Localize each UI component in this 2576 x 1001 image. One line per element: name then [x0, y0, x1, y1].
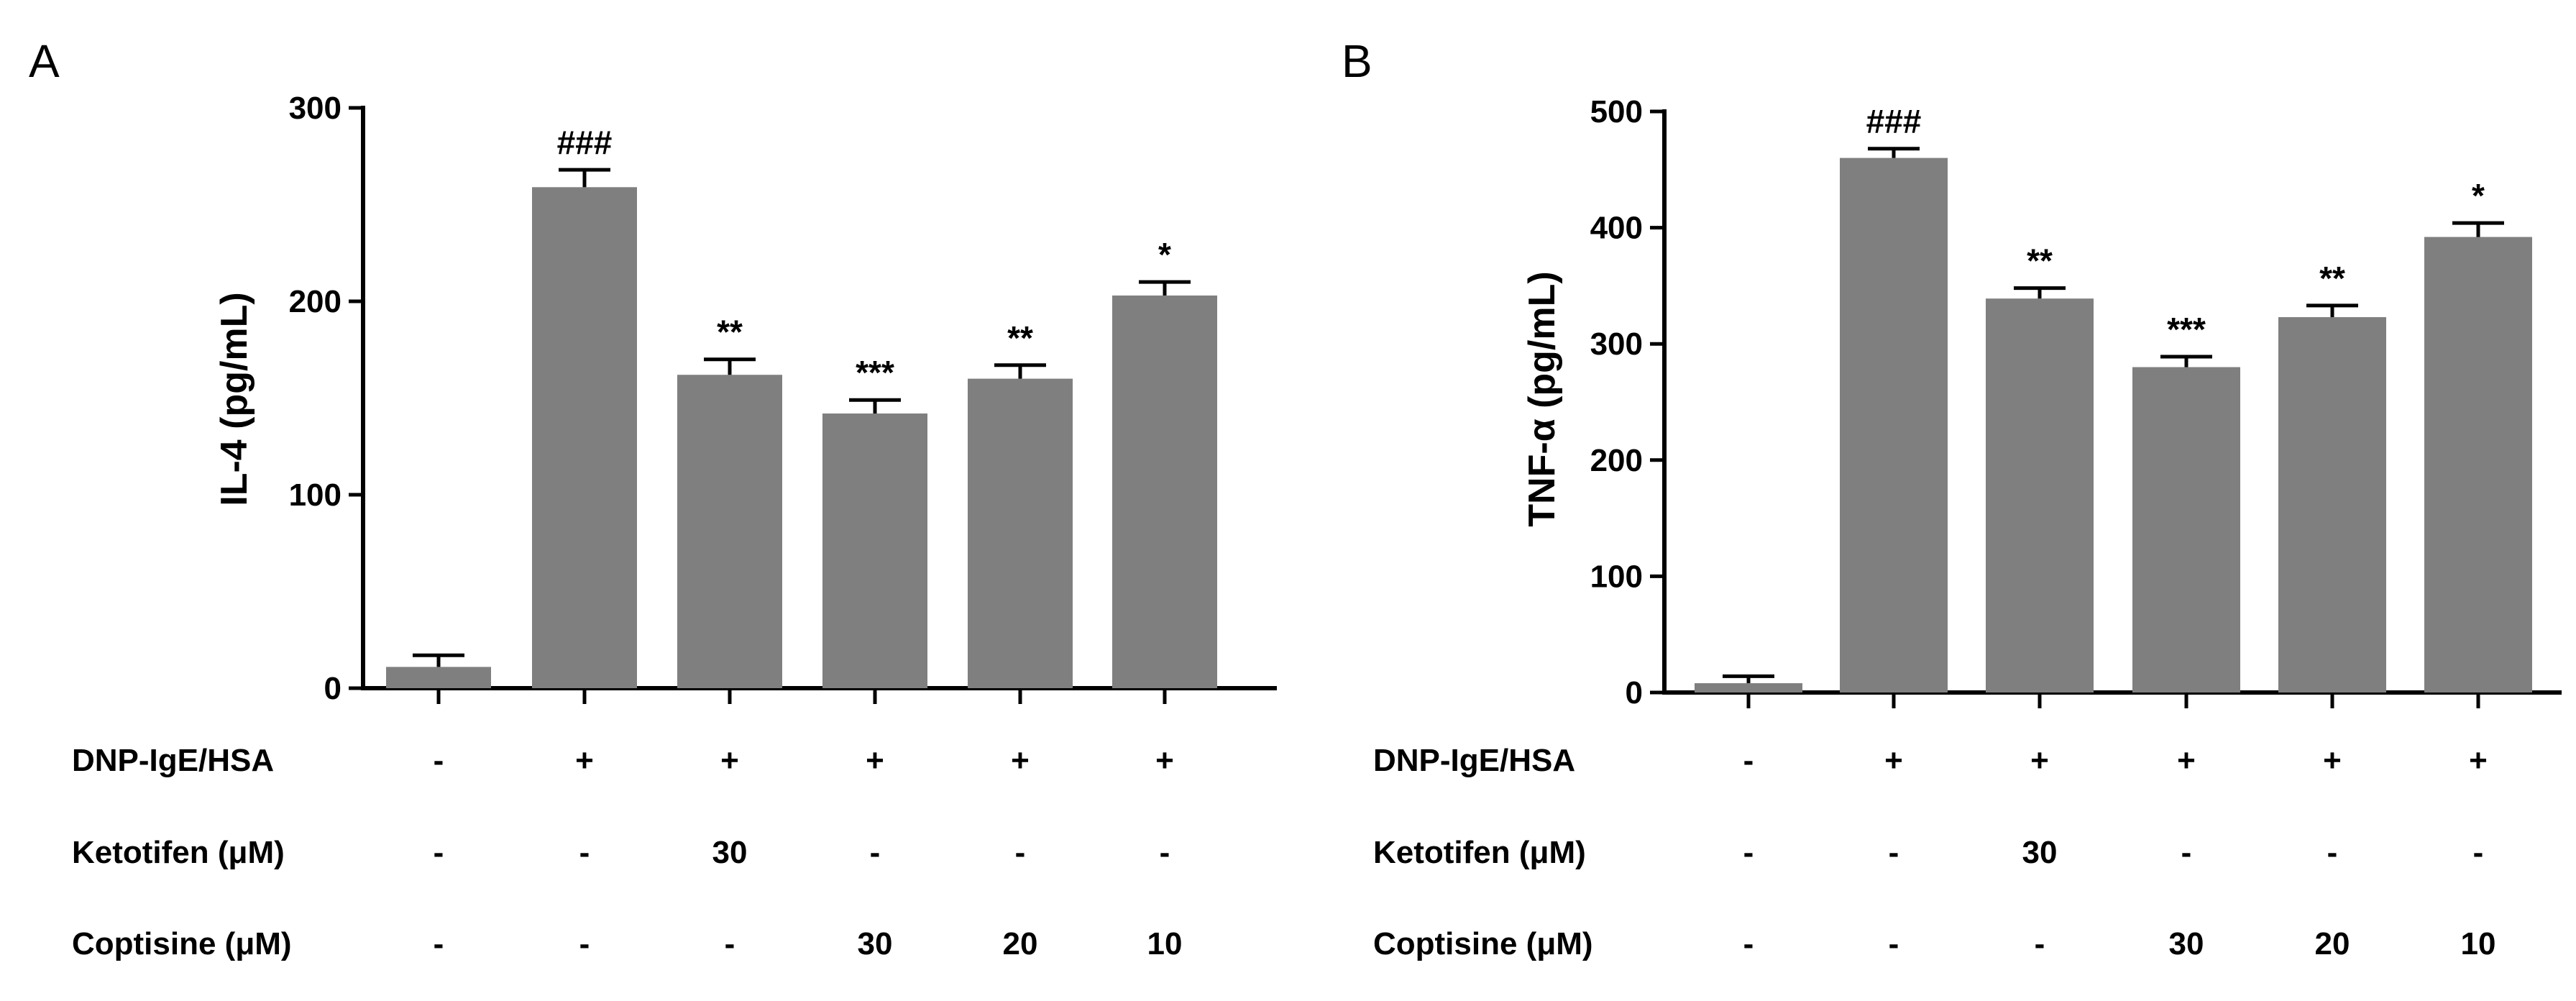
bar — [2278, 317, 2386, 693]
y-tick-label: 200 — [1590, 443, 1643, 478]
treatment-cell: 10 — [2461, 926, 2496, 961]
treatment-cell: 10 — [1147, 926, 1183, 961]
y-tick-label: 0 — [1626, 675, 1643, 710]
treatment-row-label: Coptisine (μM) — [1373, 926, 1593, 961]
bar — [1695, 683, 1802, 693]
panel-letter-b: B — [1342, 35, 1372, 87]
bar — [2424, 237, 2532, 693]
significance-label: ### — [1866, 103, 1922, 140]
treatment-cell: + — [2469, 743, 2488, 778]
bar — [968, 378, 1073, 688]
significance-label: *** — [856, 354, 894, 391]
y-axis-label-a: IL-4 (pg/mL) — [214, 292, 255, 506]
treatment-cell: - — [2181, 835, 2192, 870]
y-tick-label: 100 — [1590, 559, 1643, 594]
treatment-cell: 30 — [2022, 835, 2058, 870]
bar — [1840, 157, 1948, 693]
significance-label: *** — [2167, 311, 2206, 348]
treatment-cell: + — [2323, 743, 2342, 778]
panel-a: A IL-4 (pg/mL) 0100200300###********DNP-… — [29, 35, 1277, 961]
treatment-cell: 30 — [2169, 926, 2204, 961]
treatment-cell: + — [575, 743, 594, 778]
y-tick-label: 300 — [1590, 326, 1643, 362]
bar — [822, 413, 927, 688]
treatment-cell: + — [1155, 743, 1174, 778]
bar — [677, 375, 782, 688]
treatment-cell: 30 — [712, 835, 748, 870]
bar — [1986, 298, 2094, 693]
treatment-row-label: Ketotifen (μM) — [72, 835, 285, 870]
significance-label: * — [2472, 177, 2485, 214]
treatment-cell: - — [1743, 743, 1754, 778]
treatment-row-label: Coptisine (μM) — [72, 926, 292, 961]
bar — [1112, 295, 1217, 688]
treatment-cell: - — [434, 835, 444, 870]
y-tick-label: 300 — [289, 91, 342, 126]
treatment-cell: 30 — [858, 926, 893, 961]
treatment-cell: + — [2177, 743, 2196, 778]
y-tick-label: 500 — [1590, 94, 1643, 129]
y-tick-label: 0 — [324, 671, 342, 706]
bar — [386, 667, 491, 688]
treatment-cell: - — [1160, 835, 1170, 870]
treatment-cell: - — [2327, 835, 2338, 870]
treatment-cell: - — [870, 835, 881, 870]
y-tick-label: 400 — [1590, 211, 1643, 246]
treatment-cell: - — [579, 835, 590, 870]
panel-letter-a: A — [29, 35, 60, 87]
significance-label: ** — [1007, 319, 1033, 357]
treatment-cell: - — [1889, 835, 1899, 870]
y-axis-label-b: TNF-α (pg/mL) — [1521, 271, 1563, 526]
bar — [532, 187, 637, 688]
treatment-cell: + — [1884, 743, 1903, 778]
treatment-cell: + — [720, 743, 739, 778]
treatment-cell: - — [1743, 835, 1754, 870]
significance-label: ** — [2027, 242, 2053, 280]
treatment-cell: - — [1743, 926, 1754, 961]
bar — [2132, 367, 2240, 693]
treatment-cell: + — [866, 743, 884, 778]
treatment-cell: 20 — [1003, 926, 1038, 961]
treatment-row-label: Ketotifen (μM) — [1373, 835, 1586, 870]
treatment-cell: - — [579, 926, 590, 961]
treatment-cell: + — [2030, 743, 2049, 778]
treatment-row-label: DNP-IgE/HSA — [1373, 743, 1575, 778]
treatment-cell: - — [725, 926, 735, 961]
significance-label: ** — [2319, 260, 2345, 297]
y-tick-label: 100 — [289, 477, 342, 513]
y-tick-label: 200 — [289, 284, 342, 319]
treatment-cell: - — [2473, 835, 2484, 870]
treatment-cell: + — [1011, 743, 1030, 778]
treatment-cell: - — [434, 926, 444, 961]
treatment-cell: - — [2035, 926, 2045, 961]
treatment-cell: - — [1889, 926, 1899, 961]
significance-label: ### — [557, 124, 613, 161]
treatment-cell: 20 — [2315, 926, 2350, 961]
significance-label: ** — [717, 314, 743, 351]
treatment-row-label: DNP-IgE/HSA — [72, 743, 274, 778]
significance-label: * — [1158, 236, 1171, 273]
treatment-cell: - — [1015, 835, 1026, 870]
treatment-cell: - — [434, 743, 444, 778]
